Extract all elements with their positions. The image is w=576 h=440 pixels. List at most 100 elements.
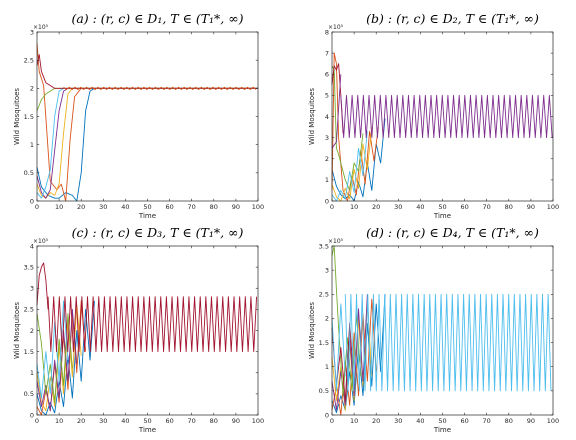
series-line-2 [36,43,258,202]
y-multiplier: ×10⁵ [33,24,49,31]
x-tick-label: 70 [483,203,491,211]
x-tick-label: 50 [438,417,446,425]
y-tick-label: 2 [325,155,329,163]
panel-a: 0 10 20 30 40 50 60 70 80 90 100 0 0.5 1 1.5 2 2.5 3×10⁵ T… [13,11,264,220]
x-tick-label: 70 [483,417,491,425]
x-tick-label: 20 [77,417,85,425]
series-line-7 [36,54,258,89]
panel-c: 0 10 20 30 40 50 60 70 80 90 100 0 0.5 1 1.5 2 2.5 3 3.5 4×… [13,225,264,434]
y-axis-label: Wild Mosquitoes [13,88,21,145]
x-tick-label: 80 [505,203,513,211]
series-line-5 [331,131,368,202]
x-tick-label: 100 [252,203,264,211]
panel-title: (b) : (r, c) ∈ D₂, T ∈ (T₁*, ∞) [366,11,539,26]
plot-area [331,245,552,416]
y-tick-label: 4 [325,113,329,121]
x-tick-label: 100 [252,417,264,425]
x-axis-label: Time [433,426,451,434]
y-tick-label: 4 [30,242,34,250]
y-tick-label: 0 [325,411,329,419]
series-line-3 [36,304,82,412]
y-tick-label: 2 [30,327,34,335]
x-tick-label: 20 [372,203,380,211]
x-tick-label: 10 [350,417,358,425]
y-tick-label: 3 [30,28,34,36]
x-tick-label: 50 [438,203,446,211]
y-tick-label: 0 [325,197,329,205]
x-tick-label: 90 [527,203,535,211]
y-tick-label: 3.5 [24,263,34,271]
x-tick-label: 30 [99,203,107,211]
y-multiplier: ×10⁵ [328,238,344,245]
x-tick-label: 50 [143,203,151,211]
plot-area [36,43,258,202]
series-line-2 [331,298,377,416]
y-tick-label: 6 [325,71,329,79]
series-line-8 [63,86,257,90]
x-tick-label: 10 [350,203,358,211]
x-tick-label: 0 [330,417,334,425]
plot-area [331,52,553,202]
x-tick-label: 60 [460,203,468,211]
series-line-1 [36,300,95,416]
x-tick-label: 70 [188,203,196,211]
y-tick-label: 2 [325,315,329,323]
series-line-8 [47,296,258,353]
x-axis-label: Time [138,426,156,434]
y-tick-label: 0.5 [24,169,34,177]
y-multiplier: ×10⁵ [33,238,49,245]
x-tick-label: 10 [55,203,63,211]
y-tick-label: 3 [325,266,329,274]
y-tick-label: 0.5 [24,390,34,398]
y-tick-label: 2.5 [24,306,34,314]
y-tick-label: 0 [30,197,34,205]
axes-frame [36,31,259,202]
y-tick-label: 2 [30,85,34,93]
y-axis-label: Wild Mosquitoes [308,88,316,145]
y-tick-label: 3 [30,285,34,293]
x-tick-label: 80 [210,417,218,425]
series-line-7 [36,262,49,310]
series-line-3 [36,87,258,199]
series-line-8 [344,293,552,392]
x-tick-label: 50 [143,417,151,425]
x-tick-label: 40 [121,417,129,425]
series-line-6 [36,87,258,199]
panel-title: (c) : (r, c) ∈ D₃, T ∈ (T₁*, ∞) [72,225,244,240]
y-tick-label: 1 [325,176,329,184]
series-line-6 [36,300,69,399]
x-tick-label: 0 [35,203,39,211]
x-tick-label: 80 [210,203,218,211]
x-tick-label: 30 [99,417,107,425]
x-tick-label: 40 [416,417,424,425]
y-tick-label: 3.5 [319,242,329,250]
x-tick-label: 60 [165,203,173,211]
x-tick-label: 20 [372,417,380,425]
y-tick-label: 0 [30,411,34,419]
y-tick-label: 0.5 [319,387,329,395]
panel-title: (a) : (r, c) ∈ D₁, T ∈ (T₁*, ∞) [71,11,243,26]
y-tick-label: 3 [325,134,329,142]
x-tick-label: 100 [547,417,559,425]
x-tick-label: 20 [77,203,85,211]
y-tick-label: 1.5 [24,348,34,356]
y-tick-label: 1 [30,369,34,377]
y-multiplier: ×10⁵ [328,24,344,31]
plot-area [36,262,258,416]
y-tick-label: 2.5 [319,291,329,299]
panel-b: 0 10 20 30 40 50 60 70 80 90 100 0 1 2 3 4 5 6 7 8×10⁵ Time W… [308,11,559,220]
y-tick-label: 2.5 [24,56,34,64]
x-tick-label: 60 [165,417,173,425]
y-tick-label: 8 [325,28,329,36]
x-tick-label: 0 [35,417,39,425]
x-axis-label: Time [433,212,451,220]
series-line-7 [331,303,346,392]
x-axis-label: Time [138,212,156,220]
x-tick-label: 30 [394,417,402,425]
y-axis-label: Wild Mosquitoes [308,302,316,359]
y-tick-label: 1 [325,363,329,371]
x-tick-label: 40 [121,203,129,211]
series-line-7 [331,74,342,149]
x-tick-label: 40 [416,203,424,211]
